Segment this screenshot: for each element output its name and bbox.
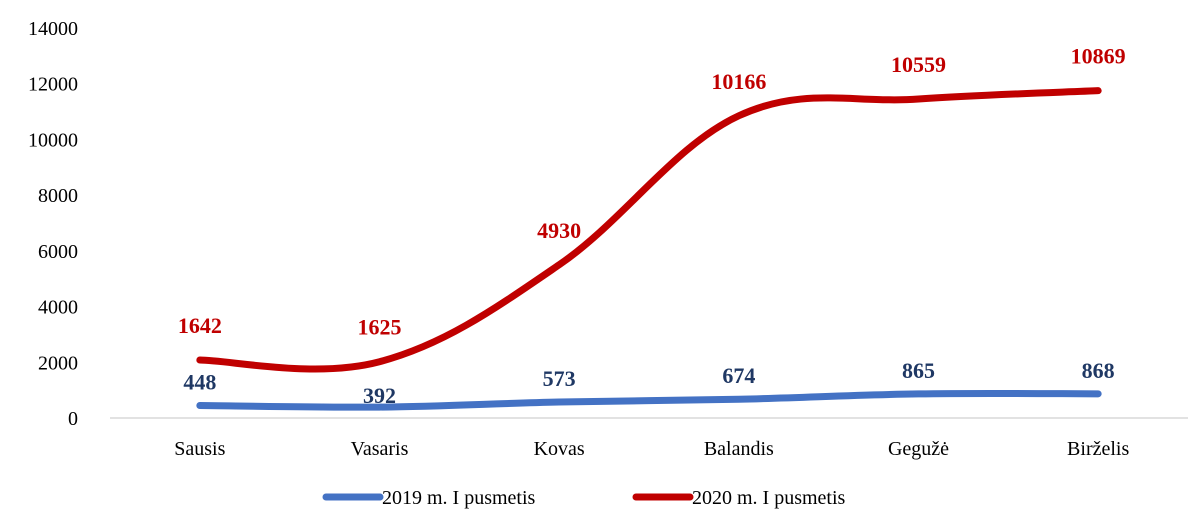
data-label: 1625 — [358, 315, 402, 340]
y-tick-label: 10000 — [28, 129, 78, 151]
legend-label: 2019 m. I pusmetis — [382, 487, 536, 509]
data-label: 10869 — [1071, 44, 1126, 69]
data-label: 674 — [722, 363, 755, 388]
y-tick-label: 14000 — [28, 18, 78, 40]
y-tick-label: 12000 — [28, 74, 78, 96]
x-tick-label: Vasaris — [351, 438, 409, 460]
data-label: 10559 — [891, 52, 946, 77]
data-label: 868 — [1082, 358, 1115, 383]
x-tick-label: Gegužė — [888, 438, 949, 460]
data-label: 392 — [363, 383, 396, 408]
y-tick-label: 8000 — [38, 185, 78, 207]
data-labels: 448 392 573 674 865 868 1642 1625 4930 10166 10559… — [178, 44, 1126, 408]
x-axis-ticks: Sausis Vasaris Kovas Balandis Gegužė Birželis — [174, 438, 1129, 460]
data-label: 448 — [183, 370, 216, 395]
y-tick-label: 6000 — [38, 241, 78, 263]
x-tick-label: Balandis — [704, 438, 774, 460]
series-line-1 — [196, 389, 1102, 411]
series-line-2 — [196, 87, 1102, 373]
y-axis-ticks: 0 2000 4000 6000 8000 10000 12000 14000 — [28, 18, 78, 430]
y-tick-label: 0 — [68, 408, 78, 430]
y-tick-label: 4000 — [38, 297, 78, 319]
series-lines — [196, 87, 1102, 411]
data-label: 10166 — [711, 69, 766, 94]
legend-label: 2020 m. I pusmetis — [692, 487, 846, 509]
y-tick-label: 2000 — [38, 352, 78, 374]
x-tick-label: Sausis — [174, 438, 225, 460]
data-label: 573 — [543, 366, 576, 391]
x-tick-label: Kovas — [534, 438, 585, 460]
data-label: 4930 — [537, 218, 581, 243]
legend: 2019 m. I pusmetis 2020 m. I pusmetis — [322, 487, 846, 509]
data-label: 865 — [902, 358, 935, 383]
data-label: 1642 — [178, 313, 222, 338]
x-tick-label: Birželis — [1067, 438, 1129, 460]
